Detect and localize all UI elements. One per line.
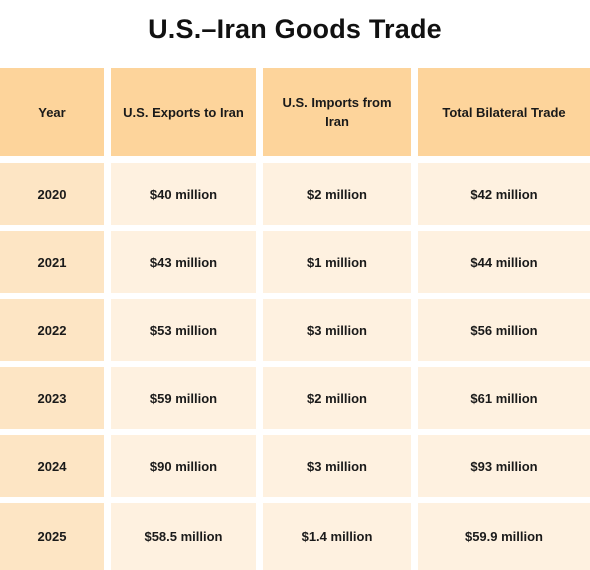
imports-cell: $2 million — [263, 163, 411, 225]
exports-cell: $59 million — [111, 367, 256, 429]
exports-cell: $58.5 million — [111, 503, 256, 570]
year-cell: 2020 — [0, 163, 104, 225]
total-cell: $56 million — [418, 299, 590, 361]
imports-cell: $3 million — [263, 435, 411, 497]
table-row: 2024 $90 million $3 million $93 million — [0, 435, 590, 497]
year-cell: 2022 — [0, 299, 104, 361]
imports-cell: $2 million — [263, 367, 411, 429]
header-imports: U.S. Imports from Iran — [263, 68, 411, 156]
exports-cell: $43 million — [111, 231, 256, 293]
year-cell: 2024 — [0, 435, 104, 497]
exports-cell: $40 million — [111, 163, 256, 225]
imports-cell: $3 million — [263, 299, 411, 361]
chart-title: U.S.–Iran Goods Trade — [148, 14, 442, 44]
table-row: 2025 $58.5 million $1.4 million $59.9 mi… — [0, 503, 590, 570]
header-row: Year U.S. Exports to Iran U.S. Imports f… — [0, 68, 590, 156]
imports-cell: $1 million — [263, 231, 411, 293]
year-cell: 2021 — [0, 231, 104, 293]
total-cell: $42 million — [418, 163, 590, 225]
total-cell: $59.9 million — [418, 503, 590, 570]
table-row: 2020 $40 million $2 million $42 million — [0, 163, 590, 225]
total-cell: $44 million — [418, 231, 590, 293]
exports-cell: $53 million — [111, 299, 256, 361]
table-row: 2023 $59 million $2 million $61 million — [0, 367, 590, 429]
imports-cell: $1.4 million — [263, 503, 411, 570]
exports-cell: $90 million — [111, 435, 256, 497]
header-year: Year — [0, 68, 104, 156]
table-row: 2021 $43 million $1 million $44 million — [0, 231, 590, 293]
table-row: 2022 $53 million $3 million $56 million — [0, 299, 590, 361]
header-exports: U.S. Exports to Iran — [111, 68, 256, 156]
total-cell: $61 million — [418, 367, 590, 429]
total-cell: $93 million — [418, 435, 590, 497]
year-cell: 2023 — [0, 367, 104, 429]
header-total: Total Bilateral Trade — [418, 68, 590, 156]
year-cell: 2025 — [0, 503, 104, 570]
